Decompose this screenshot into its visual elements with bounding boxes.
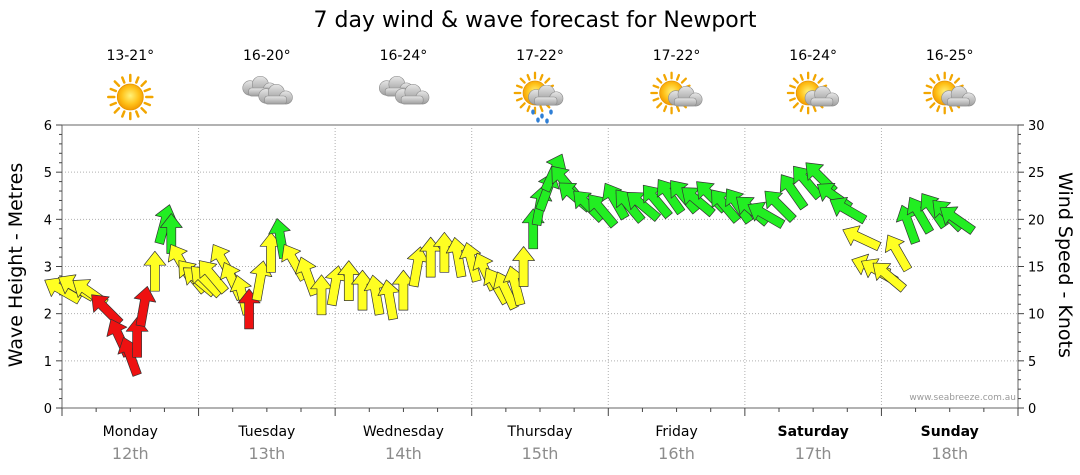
credit-text: www.seabreeze.com.au <box>909 393 1016 403</box>
chart-title: 7 day wind & wave forecast for Newport <box>314 8 757 33</box>
sunny-icon <box>107 73 154 121</box>
day-labels: Monday 12th Tuesday 13th Wednesday 14th Thursd… <box>103 424 979 463</box>
tick-label-right: 15 <box>1028 261 1045 276</box>
wind-arrow <box>512 246 535 287</box>
wind-arrow <box>125 316 149 358</box>
wind-arrow <box>872 262 907 293</box>
partly-cloudy-icon <box>650 71 703 115</box>
wind-arrow <box>884 234 913 273</box>
temperature-range: 17-22° <box>516 48 564 64</box>
temperature-range: 16-24° <box>789 48 837 64</box>
day-name-label: Wednesday <box>363 424 444 440</box>
tick-label-left: 3 <box>44 261 52 276</box>
day-name-label: Monday <box>103 424 158 440</box>
tick-label-left: 0 <box>44 402 52 417</box>
sun-rain-icon <box>513 71 564 124</box>
weather-header: 13-21° 16-20° 16-24° 17-22° 17-22° 16-24° 16-2… <box>106 48 976 124</box>
wind-arrow <box>91 294 124 327</box>
day-date-label: 12th <box>112 444 149 463</box>
wind-arrow <box>842 225 882 252</box>
day-date-label: 16th <box>658 444 695 463</box>
y-axis-right-title: Wind Speed - Knots <box>1054 172 1076 358</box>
wind-arrow <box>377 279 400 321</box>
wind-arrow <box>133 286 157 327</box>
y-axis-left-title: Wave Height - Metres <box>5 163 27 367</box>
day-name-label: Saturday <box>778 424 849 440</box>
temperature-range: 13-21° <box>106 48 154 64</box>
tick-label-right: 10 <box>1028 308 1045 323</box>
cloudy-icon <box>242 76 293 105</box>
wind-arrow <box>198 260 229 295</box>
wind-arrow <box>602 182 630 221</box>
day-name-label: Sunday <box>921 424 979 440</box>
partly-cloudy-icon <box>923 71 976 115</box>
wind-arrow <box>764 190 797 223</box>
wind-arrow <box>747 201 786 229</box>
day-name-label: Thursday <box>506 424 572 440</box>
temperature-range: 17-22° <box>653 48 701 64</box>
tick-label-right: 20 <box>1028 213 1045 228</box>
axis-ticks: 0 1 2 3 4 5 6 0 5 10 15 20 25 30 <box>44 119 1045 417</box>
tick-label-left: 1 <box>44 355 52 370</box>
day-date-label: 17th <box>795 444 832 463</box>
day-name-label: Tuesday <box>237 424 295 440</box>
wind-arrows <box>44 153 976 377</box>
cloudy-icon <box>378 76 430 105</box>
tick-label-right: 30 <box>1028 119 1045 134</box>
tick-label-right: 5 <box>1028 355 1036 370</box>
tick-label-left: 2 <box>44 308 52 323</box>
day-date-label: 14th <box>385 444 422 463</box>
day-name-label: Friday <box>655 424 697 440</box>
tick-label-left: 4 <box>44 213 52 228</box>
temperature-range: 16-25° <box>926 48 974 64</box>
tick-label-left: 5 <box>44 166 52 181</box>
wind-arrow <box>939 206 976 235</box>
wind-arrow <box>829 197 868 225</box>
day-date-label: 13th <box>248 444 285 463</box>
tick-label-left: 6 <box>44 119 52 134</box>
temperature-range: 16-24° <box>380 48 428 64</box>
tick-label-right: 25 <box>1028 166 1045 181</box>
day-date-label: 18th <box>931 444 968 463</box>
partly-cloudy-icon <box>786 71 840 115</box>
wind-arrow <box>459 242 482 283</box>
day-date-label: 15th <box>522 444 559 463</box>
wind-arrow <box>143 250 167 292</box>
temperature-range: 16-20° <box>243 48 291 64</box>
tick-label-right: 0 <box>1028 402 1036 417</box>
